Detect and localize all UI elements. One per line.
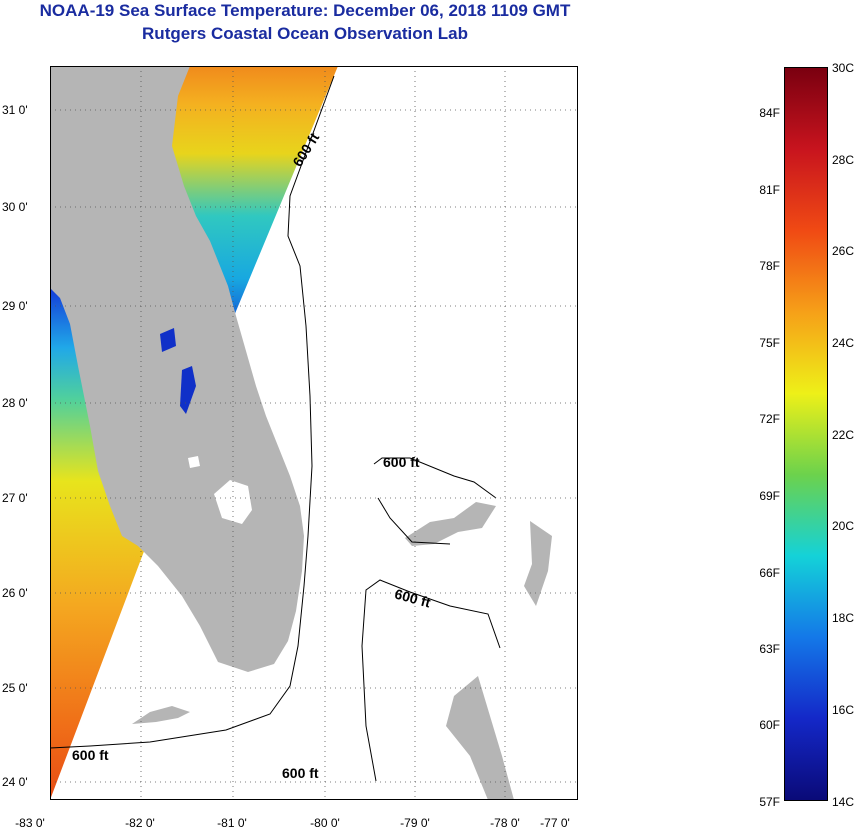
colorbar-label-c: 14C [832, 795, 855, 809]
isobath-600ft-bahamas [377, 497, 451, 545]
contour-label: 600 ft [393, 586, 433, 611]
colorbar-label-c: 20C [832, 519, 855, 533]
colorbar-label-c: 16C [832, 703, 855, 717]
lat-label: 25 0' [2, 681, 28, 695]
land-abaco [524, 521, 552, 606]
colorbar-label-f: 75F [759, 336, 780, 350]
temperature-colorbar [784, 67, 828, 801]
lon-label: -79 0' [400, 816, 430, 830]
contour-label: 600 ft [383, 454, 420, 470]
colorbar-label-f: 81F [759, 183, 780, 197]
colorbar-label-f: 63F [759, 642, 780, 656]
lon-label: -82 0' [125, 816, 155, 830]
inland-water [160, 328, 176, 352]
map-title: NOAA-19 Sea Surface Temperature: Decembe… [39, 1, 571, 20]
isobath-600ft-tongue [361, 579, 501, 782]
sst-map: 600 ft 600 ft 600 ft 600 ft 600 ft [50, 66, 578, 800]
lon-label: -83 0' [15, 816, 45, 830]
contour-label: 600 ft [282, 765, 319, 781]
colorbar-label-c: 26C [832, 244, 855, 258]
colorbar-label-f: 69F [759, 489, 780, 503]
colorbar-label-c: 22C [832, 428, 855, 442]
colorbar-label-f: 78F [759, 259, 780, 273]
colorbar-label-f: 72F [759, 412, 780, 426]
lat-label: 24 0' [2, 775, 28, 789]
lat-label: 31 0' [2, 103, 28, 117]
colorbar-label-f: 57F [759, 795, 780, 809]
map-frame [50, 66, 578, 800]
land-grand-bahama [405, 502, 496, 546]
inland-water [180, 366, 196, 414]
inland-water [188, 456, 200, 468]
lon-label: -78 0' [490, 816, 520, 830]
isobath-600ft-bahamas [373, 457, 497, 499]
isobath-600ft-florida [50, 75, 335, 749]
sst-swath-west [50, 286, 146, 800]
colorbar-label-f: 60F [759, 718, 780, 732]
lon-label: -80 0' [310, 816, 340, 830]
map-subtitle: Rutgers Coastal Ocean Observation Lab [142, 24, 468, 43]
lat-label: 27 0' [2, 491, 28, 505]
land-keys [132, 706, 190, 724]
colorbar-label-c: 24C [832, 336, 855, 350]
lat-label: 26 0' [2, 586, 28, 600]
lon-label: -77 0' [540, 816, 570, 830]
colorbar-label-f: 66F [759, 566, 780, 580]
colorbar-label-c: 28C [832, 153, 855, 167]
colorbar-label-c: 18C [832, 611, 855, 625]
lat-label: 28 0' [2, 396, 28, 410]
colorbar-label-f: 84F [759, 106, 780, 120]
land-andros [446, 676, 514, 800]
lon-label: -81 0' [217, 816, 247, 830]
contour-label: 600 ft [72, 747, 109, 763]
colorbar-label-c: 30C [832, 61, 855, 75]
lat-label: 29 0' [2, 299, 28, 313]
lat-label: 30 0' [2, 200, 28, 214]
